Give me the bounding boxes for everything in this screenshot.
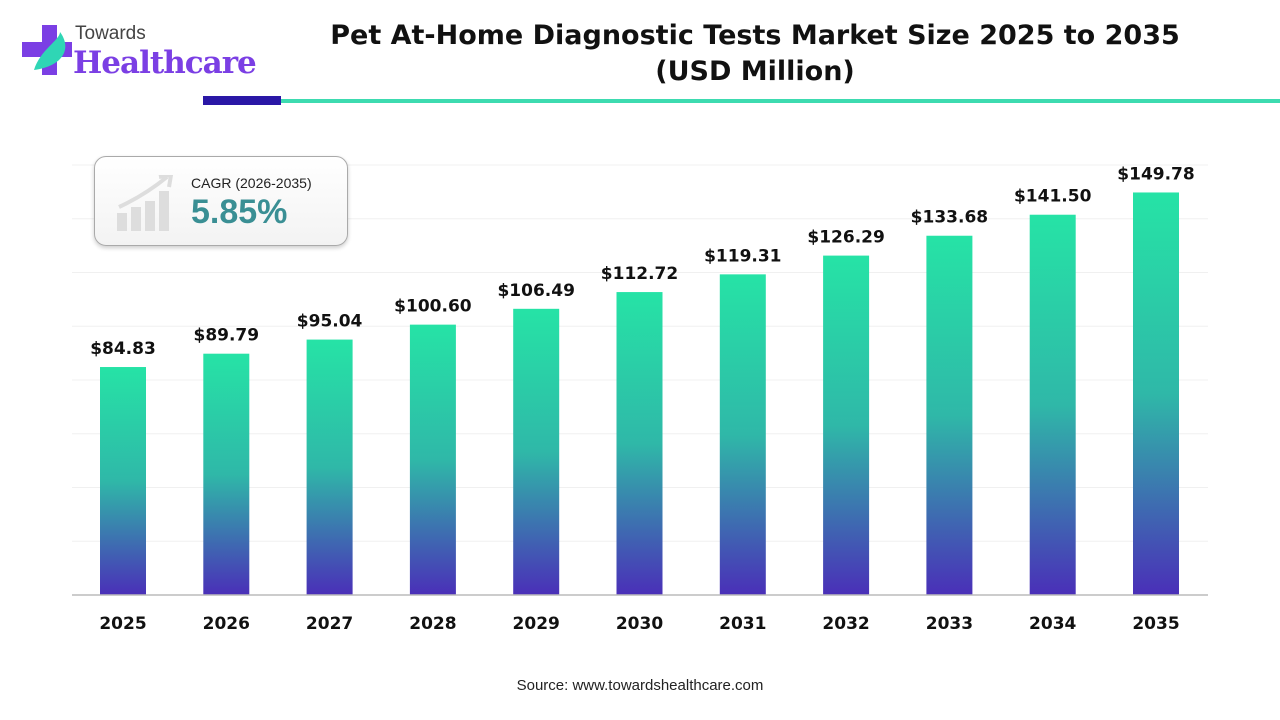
x-tick-label: 2026 <box>203 614 250 634</box>
growth-chart-icon <box>117 175 174 231</box>
data-label: $141.50 <box>1014 187 1092 207</box>
data-label: $89.79 <box>193 326 259 346</box>
cagr-value: 5.85% <box>191 193 288 231</box>
data-label: $126.29 <box>807 228 884 248</box>
cagr-label: CAGR (2026-2035) <box>191 175 312 191</box>
bar-2032 <box>823 255 870 595</box>
data-label: $95.04 <box>297 312 363 332</box>
x-tick-label: 2025 <box>99 614 146 634</box>
bar-2029 <box>513 308 560 595</box>
data-label: $100.60 <box>394 297 472 317</box>
x-tick-label: 2027 <box>306 614 353 634</box>
header-divider-light <box>281 99 1280 103</box>
bar-2025 <box>100 367 146 595</box>
x-tick-label: 2033 <box>926 614 973 634</box>
x-tick-label: 2032 <box>822 614 869 634</box>
bar-2030 <box>616 292 663 595</box>
data-label: $133.68 <box>911 208 988 228</box>
x-tick-label: 2029 <box>513 614 560 634</box>
bar-2026 <box>203 353 250 595</box>
bar-2033 <box>926 235 973 596</box>
x-tick-label: 2030 <box>616 614 663 634</box>
data-label: $112.72 <box>601 264 678 284</box>
title-line-1: Pet At-Home Diagnostic Tests Market Size… <box>330 20 1180 51</box>
data-label: $119.31 <box>704 246 781 266</box>
x-tick-label: 2028 <box>409 614 456 634</box>
x-tick-label: 2035 <box>1132 614 1179 634</box>
cagr-box: CAGR (2026-2035) 5.85% <box>94 156 348 246</box>
brand-healthcare: Healthcare <box>73 45 257 81</box>
title-line-2: (USD Million) <box>655 56 855 87</box>
x-tick-label: 2031 <box>719 614 766 634</box>
bar-2035 <box>1133 192 1179 595</box>
brand-logo <box>20 20 240 80</box>
brand-towards: Towards <box>75 23 146 44</box>
data-label: $106.49 <box>497 281 574 301</box>
bar-2027 <box>306 339 353 595</box>
bar-2028 <box>409 324 456 595</box>
data-label: $84.83 <box>90 339 156 359</box>
chart-title: Pet At-Home Diagnostic Tests Market Size… <box>280 18 1230 90</box>
header-divider-dark <box>203 96 281 105</box>
bar-2031 <box>719 274 766 595</box>
x-tick-label: 2034 <box>1029 614 1076 634</box>
source-note: Source: www.towardshealthcare.com <box>516 677 764 694</box>
data-label: $149.78 <box>1117 164 1194 184</box>
medical-cross-icon <box>22 25 72 75</box>
bar-2034 <box>1029 214 1076 595</box>
